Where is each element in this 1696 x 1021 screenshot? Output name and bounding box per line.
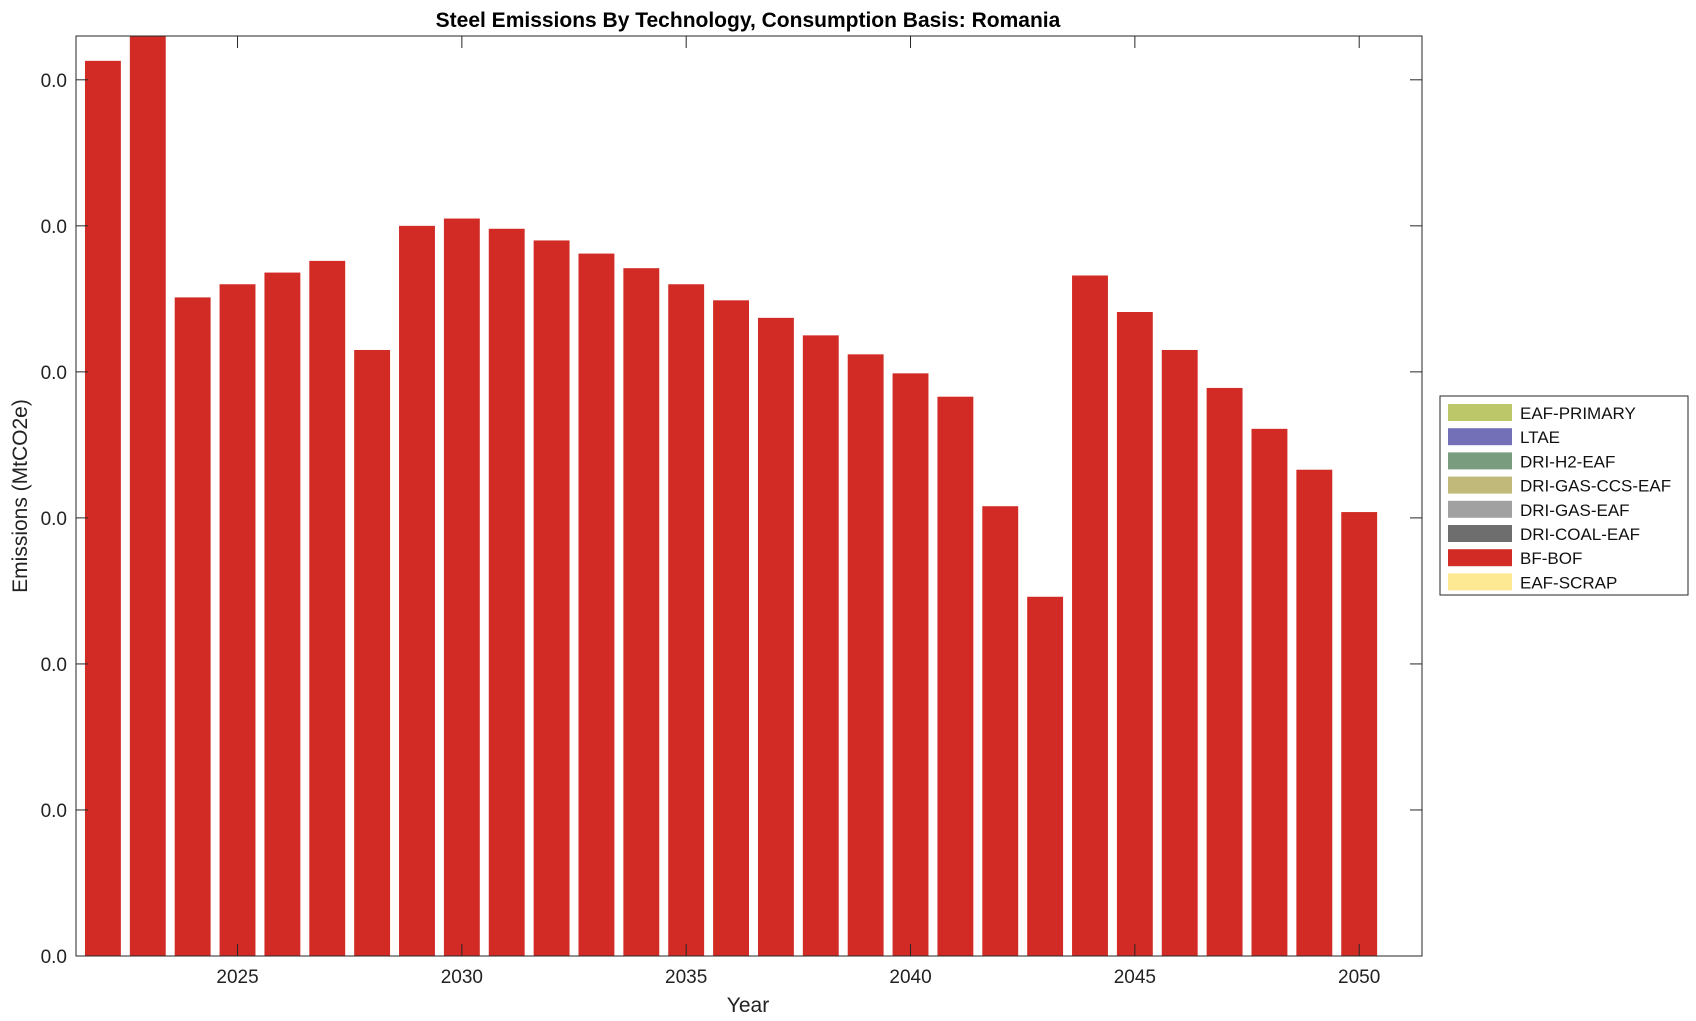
bar-bf-bof-2040 <box>892 373 929 956</box>
legend: EAF-PRIMARY LTAE DRI-H2-EAF DRI-GAS-CCS-EAF… <box>1439 395 1689 596</box>
x-tick-label: 2040 <box>889 967 931 988</box>
y-tick-label: 0.0 <box>41 801 67 822</box>
bar-bf-bof-2027 <box>309 260 346 956</box>
y-tick-label: 0.0 <box>41 217 67 238</box>
bar-bf-bof-2038 <box>802 335 839 956</box>
legend-label-bf-bof: BF-BOF <box>1520 549 1582 568</box>
bar-bf-bof-2031 <box>488 228 525 956</box>
bar-bf-bof-2042 <box>982 506 1019 956</box>
legend-label-eaf-scrap: EAF-SCRAP <box>1520 573 1617 592</box>
legend-swatch-dri-coal-eaf <box>1448 525 1512 542</box>
y-axis-label: Emissions (MtCO2e) <box>9 399 32 593</box>
legend-swatch-dri-gas-eaf <box>1448 500 1512 518</box>
bar-bf-bof-2041 <box>937 396 974 956</box>
legend-swatch-eaf-scrap <box>1448 573 1512 591</box>
legend-swatch-eaf-primary <box>1448 404 1512 421</box>
bar-bf-bof-2022 <box>84 60 121 957</box>
x-tick-label: 2025 <box>216 967 258 988</box>
y-tick-label: 0.0 <box>41 509 67 530</box>
bar-bf-bof-2047 <box>1206 387 1243 956</box>
bar-bf-bof-2044 <box>1072 275 1108 956</box>
bar-bf-bof-2025 <box>219 284 256 956</box>
bar-bf-bof-2048 <box>1251 428 1288 956</box>
legend-swatch-dri-gas-ccs-eaf <box>1448 476 1512 494</box>
bar-bf-bof-2039 <box>847 354 884 956</box>
bar-bf-bof-2028 <box>354 349 391 956</box>
legend-swatch-ltae <box>1448 428 1512 446</box>
bar-bf-bof-2045 <box>1116 312 1153 956</box>
x-tick-label: 2045 <box>1114 967 1156 988</box>
bar-bf-bof-2032 <box>533 240 570 956</box>
legend-swatch-dri-h2-eaf <box>1448 452 1512 470</box>
bar-bf-bof-2049 <box>1296 469 1333 956</box>
bars-layer <box>84 36 1378 957</box>
bar-bf-bof-2033 <box>578 253 615 957</box>
legend-label-dri-gas-ccs-eaf: DRI-GAS-CCS-EAF <box>1520 477 1671 496</box>
y-tick-label: 0.0 <box>41 655 67 676</box>
bar-bf-bof-2043 <box>1027 596 1064 956</box>
bar-bf-bof-2036 <box>713 300 749 956</box>
y-tick-label: 0.0 <box>41 947 67 968</box>
legend-label-dri-gas-eaf: DRI-GAS-EAF <box>1520 501 1630 520</box>
bar-bf-bof-2035 <box>668 284 705 956</box>
tick-labels-layer: 0.0 0.0 0.0 0.0 0.0 0.0 0.0 2025 2030 2035 2040 204… <box>41 71 1381 988</box>
legend-items: EAF-PRIMARY LTAE DRI-H2-EAF DRI-GAS-CCS-EAF… <box>1448 404 1671 592</box>
legend-label-dri-h2-eaf: DRI-H2-EAF <box>1520 452 1615 471</box>
bar-bf-bof-2034 <box>623 268 660 956</box>
chart-title: Steel Emissions By Technology, Consumpti… <box>436 9 1061 32</box>
y-tick-label: 0.0 <box>41 363 67 384</box>
bar-bf-bof-2030 <box>443 218 480 957</box>
x-tick-label: 2030 <box>441 967 483 988</box>
ticks-layer <box>76 36 1422 957</box>
bar-bf-bof-2026 <box>264 272 301 957</box>
bar-bf-bof-2024 <box>174 297 211 956</box>
x-tick-label: 2050 <box>1338 967 1380 988</box>
bar-bf-bof-2050 <box>1341 512 1378 956</box>
legend-label-ltae: LTAE <box>1520 428 1560 447</box>
x-axis-label: Year <box>727 994 769 1017</box>
bar-bf-bof-2046 <box>1161 349 1198 956</box>
y-tick-label: 0.0 <box>41 71 67 92</box>
legend-label-dri-coal-eaf: DRI-COAL-EAF <box>1520 525 1640 544</box>
bar-bf-bof-2023 <box>129 36 166 956</box>
legend-label-eaf-primary: EAF-PRIMARY <box>1520 404 1636 423</box>
bar-bf-bof-2037 <box>757 317 794 956</box>
x-tick-label: 2035 <box>665 967 707 988</box>
plot-frame <box>75 35 1423 957</box>
legend-swatch-bf-bof <box>1448 549 1512 567</box>
bar-bf-bof-2029 <box>399 225 435 957</box>
